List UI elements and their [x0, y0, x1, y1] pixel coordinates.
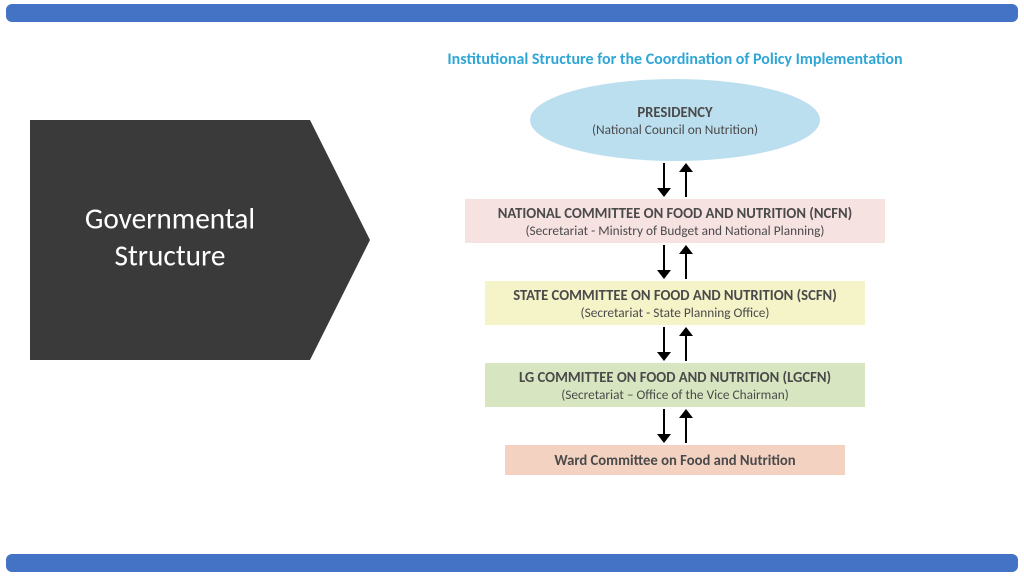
slide-frame: GovernmentalStructure Institutional Stru… [0, 0, 1024, 576]
node-title: LG COMMITTEE ON FOOD AND NUTRITION (LGCF… [519, 368, 831, 386]
arrow-pair-3 [657, 407, 693, 445]
node-title: PRESIDENCY [637, 103, 712, 121]
svg-text:Structure: Structure [115, 237, 226, 273]
bottom-border-bar [6, 554, 1018, 572]
arrow-pair-1 [657, 243, 693, 281]
node-title: NATIONAL COMMITTEE ON FOOD AND NUTRITION… [498, 204, 852, 222]
diagram-nodes: PRESIDENCY(National Council on Nutrition… [465, 79, 885, 475]
arrow-up-icon [679, 327, 693, 361]
arrow-down-icon [657, 245, 671, 279]
node-title: Ward Committee on Food and Nutrition [554, 451, 795, 469]
node-0: PRESIDENCY(National Council on Nutrition… [530, 79, 820, 161]
chevron-callout: GovernmentalStructure [30, 120, 370, 360]
arrow-pair-0 [657, 161, 693, 199]
node-2: STATE COMMITTEE ON FOOD AND NUTRITION (S… [485, 281, 865, 325]
arrow-down-icon [657, 327, 671, 361]
node-3: LG COMMITTEE ON FOOD AND NUTRITION (LGCF… [485, 363, 865, 407]
svg-text:Governmental: Governmental [85, 201, 255, 237]
arrow-down-icon [657, 163, 671, 197]
node-subtitle: (Secretariat - State Planning Office) [581, 304, 770, 321]
diagram-title: Institutional Structure for the Coordina… [447, 50, 902, 69]
node-1: NATIONAL COMMITTEE ON FOOD AND NUTRITION… [465, 199, 885, 243]
node-subtitle: (Secretariat - Ministry of Budget and Na… [526, 222, 825, 239]
diagram-container: Institutional Structure for the Coordina… [395, 50, 955, 475]
arrow-up-icon [679, 409, 693, 443]
chevron-shape: GovernmentalStructure [30, 120, 370, 360]
top-border-bar [6, 4, 1018, 22]
node-subtitle: (National Council on Nutrition) [592, 121, 758, 138]
arrow-up-icon [679, 163, 693, 197]
node-title: STATE COMMITTEE ON FOOD AND NUTRITION (S… [513, 286, 837, 304]
arrow-pair-2 [657, 325, 693, 363]
arrow-up-icon [679, 245, 693, 279]
node-4: Ward Committee on Food and Nutrition [505, 445, 845, 475]
node-subtitle: (Secretariat – Office of the Vice Chairm… [561, 386, 789, 403]
arrow-down-icon [657, 409, 671, 443]
